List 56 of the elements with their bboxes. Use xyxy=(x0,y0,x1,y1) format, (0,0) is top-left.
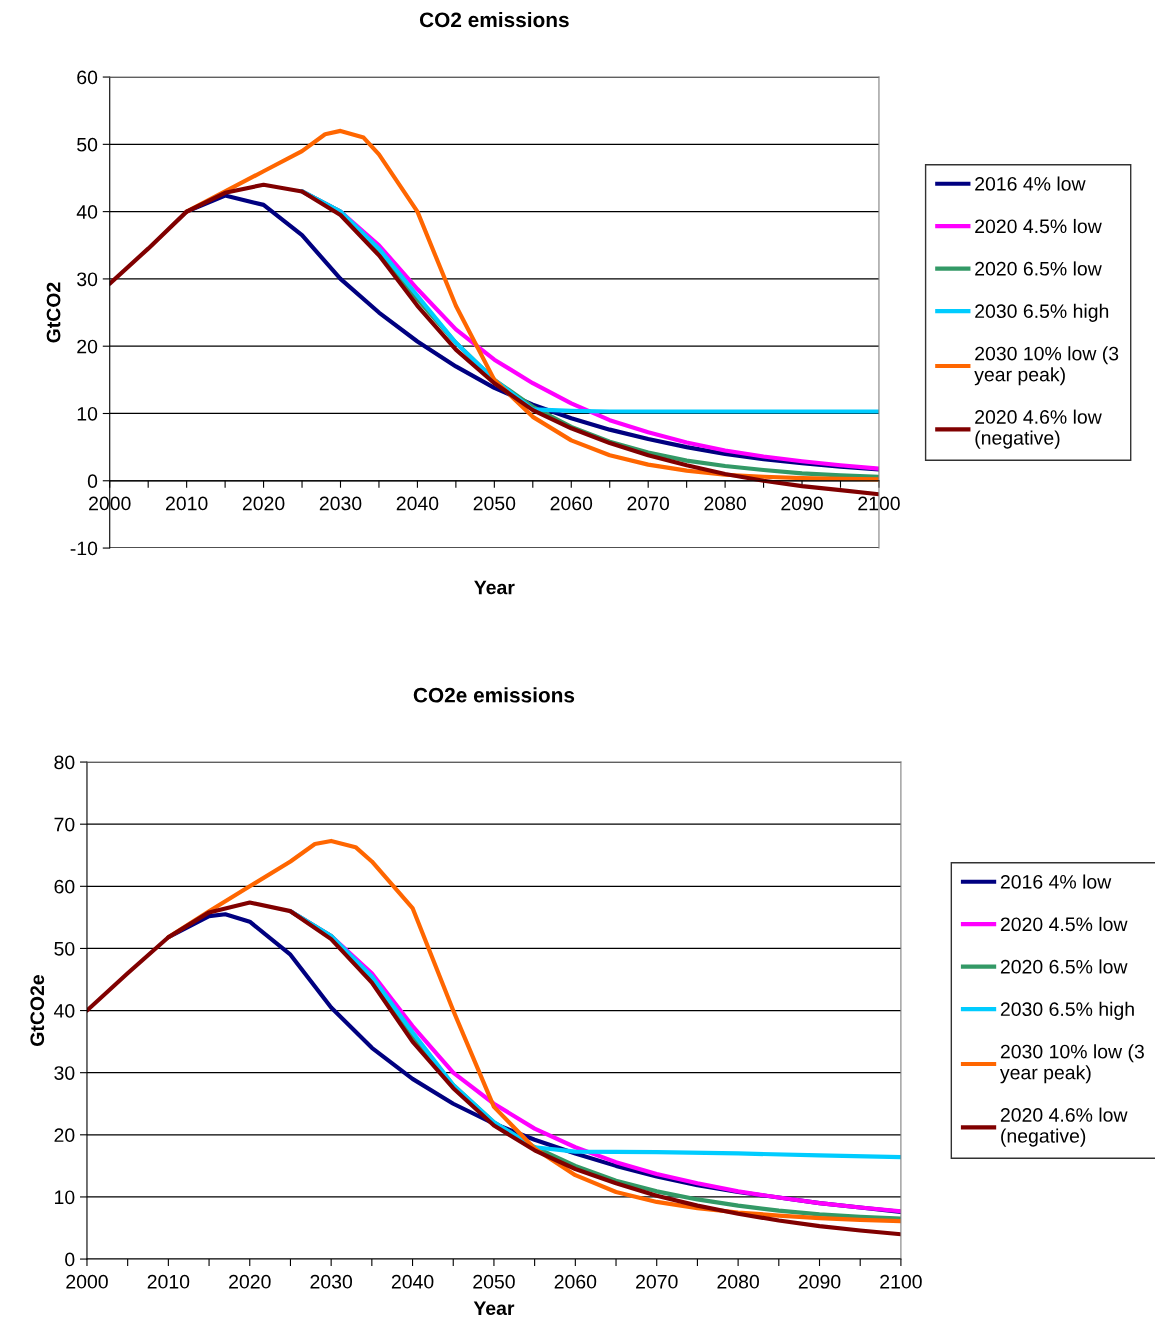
y-tick-label: 50 xyxy=(54,941,75,956)
x-tick-label: 2100 xyxy=(880,1274,922,1289)
x-axis-title: Year xyxy=(473,1301,515,1316)
x-tick-label: 2060 xyxy=(550,496,593,511)
x-tick-label: 2040 xyxy=(396,496,439,511)
legend-label: 2016 4% low xyxy=(975,176,1086,191)
x-tick-label: 2070 xyxy=(627,496,670,511)
x-tick-label: 2090 xyxy=(781,496,823,511)
x-tick-label: 2020 xyxy=(242,496,285,511)
y-tick-label: 0 xyxy=(65,1252,75,1267)
y-tick-label: 50 xyxy=(77,137,98,152)
y-tick-label: 0 xyxy=(87,474,98,489)
legend-label: 2020 6.5% low xyxy=(1000,959,1128,974)
legend-label: 2030 10% low (3 year peak) xyxy=(999,1044,1144,1084)
x-tick-label: 2090 xyxy=(798,1274,841,1289)
y-tick-label: 30 xyxy=(54,1066,75,1080)
x-tick-label: 2010 xyxy=(166,496,208,511)
chart-title: CO2e emissions xyxy=(413,687,575,703)
x-tick-label: 2010 xyxy=(147,1274,190,1289)
x-tick-label: 2080 xyxy=(717,1274,759,1289)
y-tick-label: 30 xyxy=(77,272,98,287)
y-tick-label: -10 xyxy=(70,541,98,556)
legend-label: 2016 4% low xyxy=(1000,874,1112,889)
y-tick-label: 80 xyxy=(54,755,75,770)
legend-label: 2030 10% low (3 year peak) xyxy=(974,346,1119,386)
y-tick-label: 40 xyxy=(76,205,98,219)
y-tick-label: 20 xyxy=(54,1128,75,1143)
y-tick-label: 10 xyxy=(77,406,98,421)
legend-label: 2020 4.5% low xyxy=(1000,916,1128,932)
y-axis-title: GtCO2e xyxy=(30,975,45,1046)
x-tick-label: 2000 xyxy=(66,1274,108,1289)
x-tick-label: 2020 xyxy=(229,1274,271,1289)
legend-label: 2030 6.5% high xyxy=(975,303,1109,322)
legend-label: 2020 6.5% low xyxy=(975,261,1102,276)
x-tick-label: 2080 xyxy=(704,496,746,511)
y-tick-label: 70 xyxy=(54,817,75,832)
x-tick-label: 2100 xyxy=(858,496,900,511)
x-tick-label: 2050 xyxy=(473,1274,515,1289)
legend-label: 2020 4.5% low xyxy=(975,218,1102,234)
x-tick-label: 2060 xyxy=(554,1274,597,1289)
chart-title: CO2 emissions xyxy=(419,11,569,28)
x-tick-label: 2050 xyxy=(473,496,516,511)
x-axis-title: Year xyxy=(474,580,515,595)
x-tick-label: 2040 xyxy=(391,1274,434,1289)
y-tick-label: 20 xyxy=(77,339,98,354)
legend-label: 2030 6.5% high xyxy=(1000,1001,1134,1020)
y-axis-title: GtCO2 xyxy=(46,282,61,343)
x-tick-label: 2070 xyxy=(636,1274,678,1289)
legend-label: 2020 4.6% low (negative) xyxy=(975,409,1102,449)
x-tick-label: 2030 xyxy=(319,496,362,511)
y-tick-label: 60 xyxy=(54,879,75,894)
y-tick-label: 10 xyxy=(55,1190,75,1205)
y-tick-label: 40 xyxy=(53,1004,75,1018)
legend-label: 2020 4.6% low (negative) xyxy=(1000,1107,1128,1147)
x-tick-label: 2030 xyxy=(310,1274,353,1289)
y-tick-label: 60 xyxy=(77,70,98,85)
